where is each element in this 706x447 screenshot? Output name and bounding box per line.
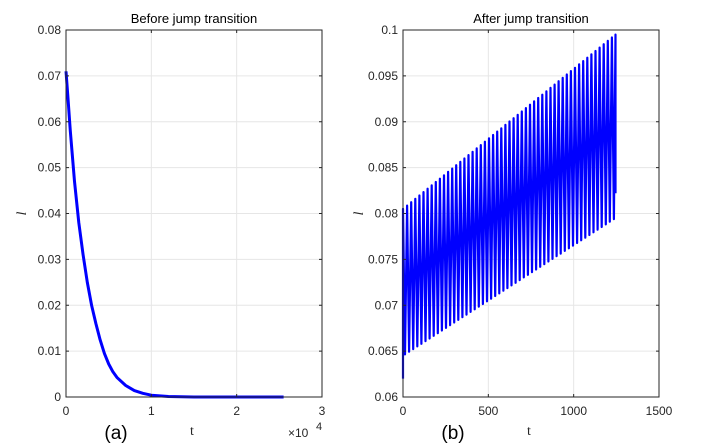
p0-y-tick-label-4: 0.04	[38, 207, 62, 221]
p0-y-tick-label-1: 0.01	[38, 344, 62, 358]
p1-y-tick-label-5: 0.085	[368, 161, 398, 175]
p1-x-tick-label-1: 500	[478, 404, 498, 418]
p1-y-tick-label-4: 0.08	[375, 207, 399, 221]
p1-x-tick-label-3: 1500	[646, 404, 673, 418]
p1-y-tick-label-6: 0.09	[375, 115, 399, 129]
p1-y-tick-label-0: 0.06	[375, 390, 399, 404]
p1-y-tick-label-7: 0.095	[368, 69, 398, 83]
p0-y-tick-label-3: 0.03	[38, 252, 62, 266]
p0-y-tick-label-6: 0.06	[38, 115, 62, 129]
p1-y-tick-label-1: 0.065	[368, 344, 398, 358]
p0-y-tick-label-5: 0.05	[38, 161, 62, 175]
p0-x-axis-label: t	[190, 424, 194, 439]
p0-y-tick-label-8: 0.08	[38, 23, 62, 37]
p0-series-0-line	[64, 71, 284, 399]
p0-title: Before jump transition	[131, 11, 257, 26]
p1-y-axis-label: l	[352, 211, 367, 215]
p1-y-tick-label-8: 0.1	[381, 23, 398, 37]
p1-x-tick-label-0: 0	[400, 404, 407, 418]
p1-title: After jump transition	[473, 11, 589, 26]
p1-x-tick-label-2: 1000	[560, 404, 587, 418]
p0-x-exponent-label: ×10	[288, 426, 309, 440]
p1-panel-label: (b)	[441, 423, 464, 444]
p0-y-tick-label-7: 0.07	[38, 69, 62, 83]
p0-x-exponent-power: 4	[316, 421, 322, 433]
p1-series-0-line	[401, 33, 617, 379]
p0-x-tick-label-3: 3	[319, 404, 326, 418]
p0-y-tick-label-2: 0.02	[38, 298, 62, 312]
p0-y-tick-label-0: 0	[54, 390, 61, 404]
p1-x-axis-label: t	[527, 424, 531, 439]
p0-x-tick-label-1: 1	[148, 404, 155, 418]
p0-x-tick-label-2: 2	[233, 404, 240, 418]
p0-x-tick-label-0: 0	[63, 404, 70, 418]
p1-y-tick-label-3: 0.075	[368, 252, 398, 266]
p0-panel-label: (a)	[104, 423, 127, 444]
p1-y-tick-label-2: 0.07	[375, 298, 399, 312]
p0-y-axis-label: l	[15, 211, 30, 215]
